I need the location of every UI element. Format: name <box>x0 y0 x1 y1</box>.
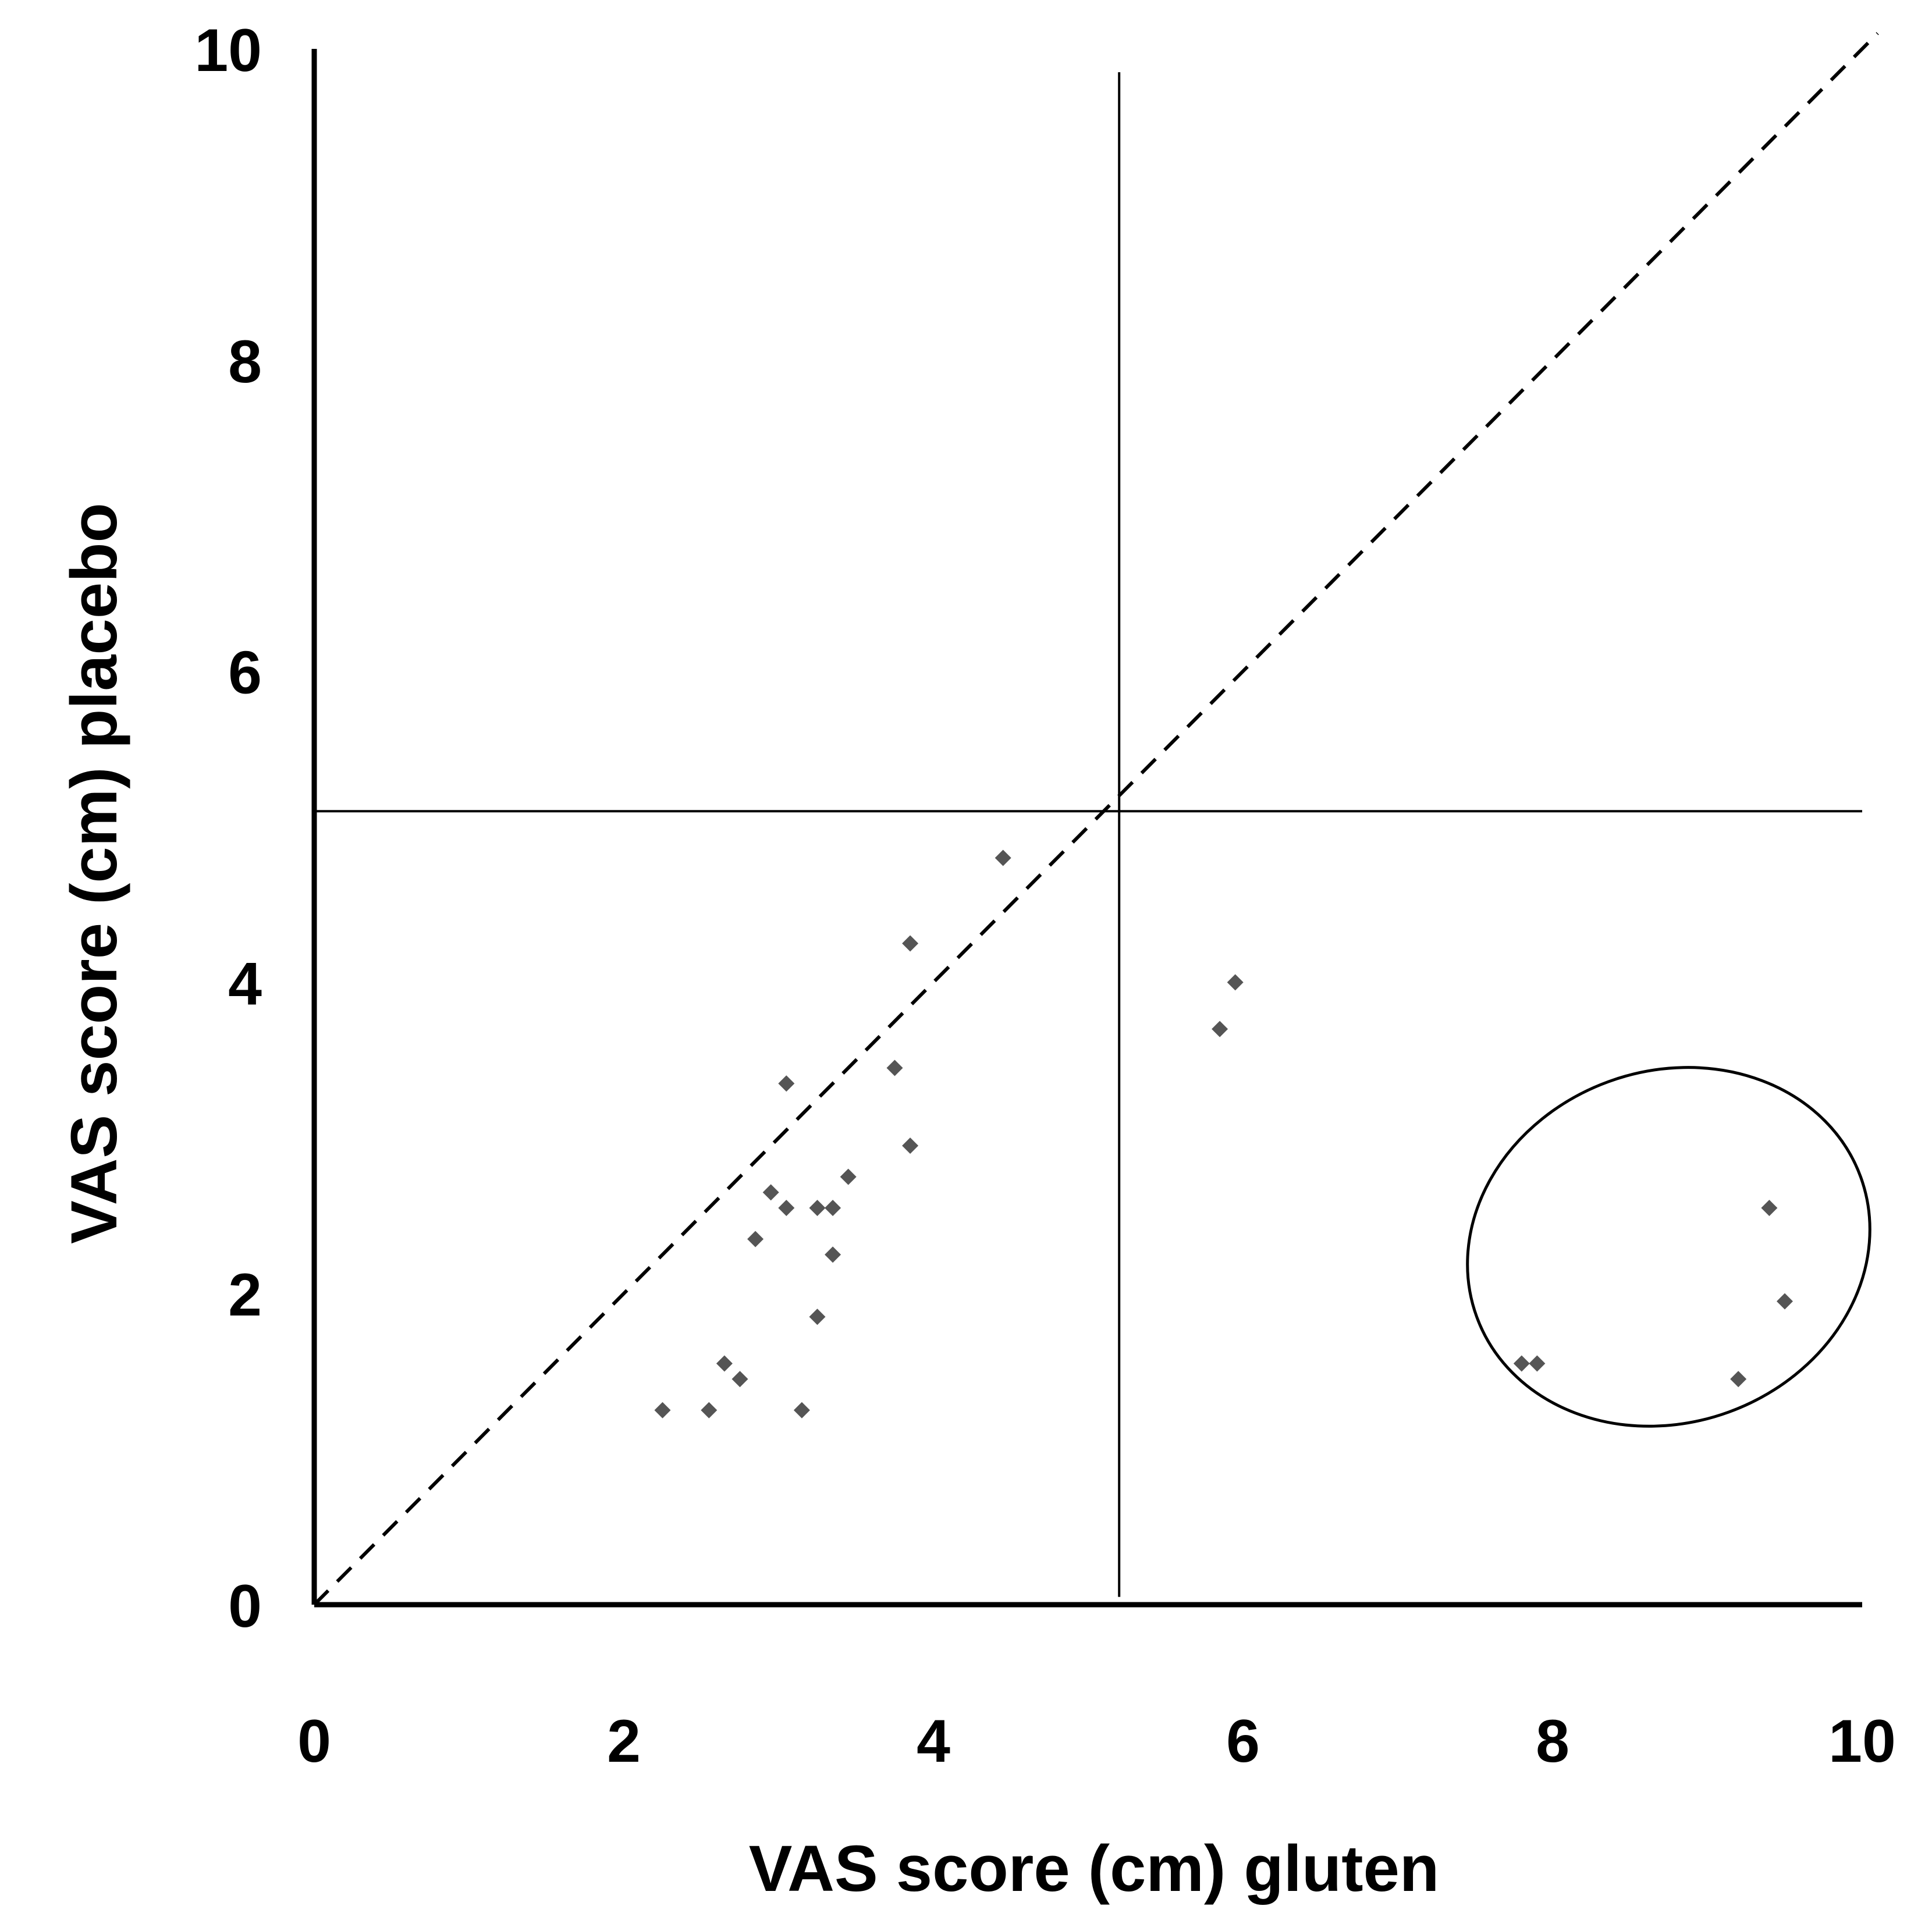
data-point-1 <box>701 1402 718 1418</box>
data-point-2 <box>793 1402 810 1418</box>
data-point-18 <box>1212 1021 1228 1037</box>
y-axis-title: VAS score (cm) placebo <box>58 503 130 1244</box>
x-tick-label-8: 8 <box>1536 1708 1569 1775</box>
data-point-15 <box>886 1060 903 1076</box>
data-point-22 <box>1730 1371 1747 1388</box>
data-point-0 <box>654 1402 671 1418</box>
x-tick-labels: 0 2 4 6 8 10 <box>297 1708 1896 1775</box>
axes <box>311 49 1862 1608</box>
data-point-11 <box>762 1184 779 1201</box>
data-point-13 <box>902 1137 919 1154</box>
annotations <box>1466 1066 1871 1428</box>
data-point-8 <box>778 1200 795 1217</box>
data-points <box>654 849 1793 1418</box>
y-tick-label-10: 10 <box>194 17 262 84</box>
data-point-3 <box>731 1371 748 1388</box>
y-tick-label-0: 0 <box>228 1573 262 1640</box>
data-point-6 <box>747 1231 764 1247</box>
data-point-21 <box>1529 1355 1546 1372</box>
reference-line-identity <box>312 32 1879 1606</box>
y-tick-label-6: 6 <box>228 639 262 707</box>
data-point-19 <box>1227 974 1244 991</box>
data-point-17 <box>995 849 1011 866</box>
y-tick-label-4: 4 <box>228 950 262 1018</box>
x-axis-title: VAS score (cm) gluten <box>749 1832 1440 1905</box>
x-tick-label-10: 10 <box>1828 1708 1896 1775</box>
reference-lines <box>312 32 1879 1606</box>
data-point-12 <box>840 1168 857 1185</box>
data-point-14 <box>778 1075 795 1092</box>
highlight-ellipse-0 <box>1466 1066 1871 1428</box>
x-tick-label-4: 4 <box>917 1708 950 1775</box>
y-tick-label-8: 8 <box>228 328 262 396</box>
data-point-9 <box>809 1200 826 1217</box>
data-point-4 <box>716 1355 733 1372</box>
y-tick-label-2: 2 <box>228 1261 262 1329</box>
data-point-10 <box>825 1200 841 1217</box>
data-point-7 <box>825 1246 841 1263</box>
data-point-16 <box>902 935 919 952</box>
data-point-5 <box>809 1309 826 1325</box>
x-tick-label-6: 6 <box>1226 1708 1260 1775</box>
data-point-24 <box>1777 1293 1793 1310</box>
x-tick-label-2: 2 <box>607 1708 641 1775</box>
data-point-23 <box>1761 1200 1778 1217</box>
x-tick-label-0: 0 <box>297 1708 331 1775</box>
y-tick-labels: 0 2 4 6 8 10 <box>194 17 262 1640</box>
data-point-20 <box>1513 1355 1530 1372</box>
